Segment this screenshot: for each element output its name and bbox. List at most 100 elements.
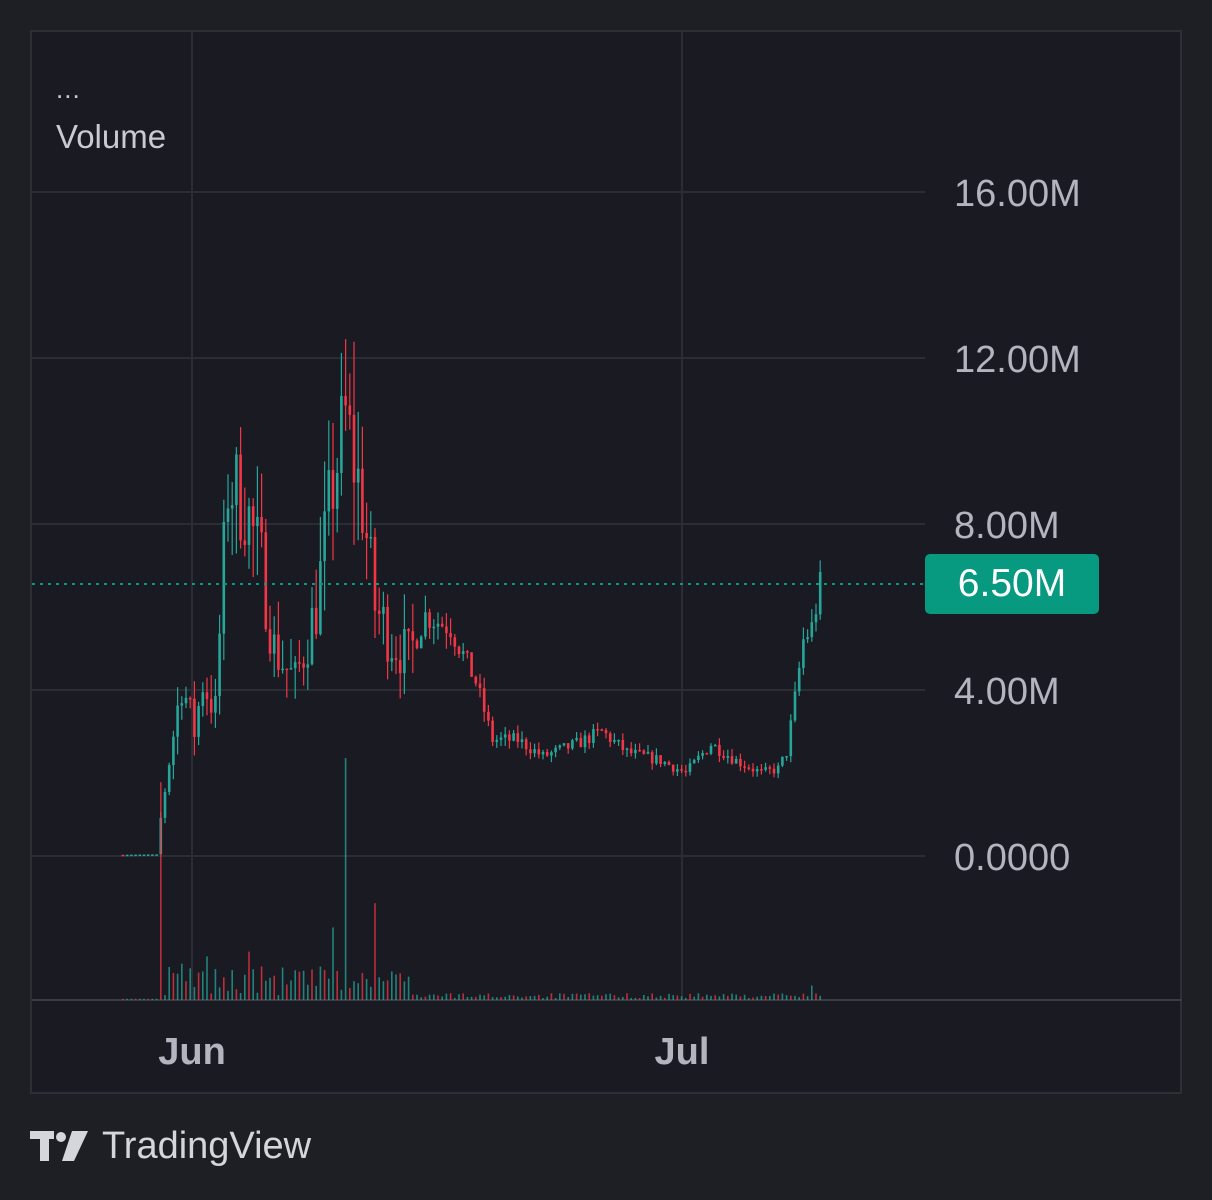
candle-body [289,668,293,670]
volume-bar [567,996,569,1000]
volume-bar [445,993,448,1000]
volume-bar [479,994,481,1000]
volume-bar [265,980,267,1000]
candle-body [520,739,524,742]
candle-body [348,405,352,415]
candle-body [680,769,683,771]
candle-body [285,668,289,671]
volume-bar [773,993,775,1000]
volume-bar [764,996,767,1000]
volume-bar [126,998,128,1000]
volume-bar [134,998,137,1000]
candle-body [781,756,784,766]
candle-body [264,532,268,630]
volume-bar [756,996,758,1000]
volume-bar [689,993,691,1000]
volume-bar [781,993,784,1000]
brand-name: TradingView [102,1124,312,1167]
volume-bar [206,956,208,1000]
volume-bar [462,993,464,1000]
volume-bar [437,995,439,1000]
candle-body [814,614,818,623]
candle-body [667,761,671,765]
volume-bar [311,969,313,1000]
volume-bar [391,971,393,1000]
volume-bar [218,987,221,1000]
candle-body [688,763,692,772]
candle-body [172,736,175,766]
candle-body [671,764,675,772]
candle-body [323,511,326,562]
volume-bar [748,998,750,1000]
volume-bar [424,996,427,1000]
volume-bar [176,973,179,1000]
candle-body [205,692,209,700]
candle-body [247,506,251,545]
volume-bar [647,996,649,1000]
candle-body [230,505,234,509]
candle-body [424,612,427,637]
candle-body [398,660,402,674]
candle-body [188,697,192,700]
brand[interactable]: TradingView [30,1118,311,1174]
volume-bar [529,996,532,1000]
candlestick-chart[interactable]: 0.0000 4.00M 8.00M 12.00M 16.00M Jun Jul [32,32,1182,1094]
volume-bar [298,971,301,1000]
candle-body [571,740,574,749]
candle-body [251,506,255,527]
candle-body [340,396,343,473]
volume-bar [542,998,544,1000]
candle-body [167,765,171,792]
candle-body [802,639,805,668]
candle-body [705,753,709,755]
candle-body [394,658,398,661]
candle-body [184,697,188,704]
volume-bar [281,967,284,1000]
candle-body [818,572,822,615]
chart-panel[interactable]: 0.0000 4.00M 8.00M 12.00M 16.00M Jun Jul ... … [30,30,1182,1094]
volume-bar [592,995,595,1000]
volume-bar [496,997,498,1000]
volume-bar [277,995,280,1000]
candle-body [747,767,751,769]
volume-bar [714,995,716,1000]
candle-body [142,854,146,856]
candle-body [419,636,423,649]
volume-bar [596,995,599,1000]
volume-bar [407,976,410,1000]
volume-bar [193,986,196,1000]
candle-body [730,756,734,764]
candle-body [810,622,814,638]
candle-body [151,854,154,856]
volume-bar [294,970,296,1000]
candle-body [163,791,167,818]
y-tick-label: 0.0000 [954,837,1070,879]
candle-body [222,521,226,634]
candle-body [718,744,721,756]
candle-body [621,739,625,750]
volume-bar [718,996,721,1000]
candle-body [407,628,410,632]
candle-body [755,769,759,772]
volume-bar [139,998,141,1000]
volume-bar [512,995,515,1000]
candle-body [655,755,658,764]
volume-bar [302,970,305,1000]
volume-bar [433,994,435,1000]
candle-body [356,468,360,483]
candle-body [314,607,318,635]
volume-bar [790,995,792,1000]
legend-menu[interactable]: ... [56,74,81,104]
volume-bar [273,975,275,1000]
volume-bar [634,997,637,1000]
volume-bar [420,997,422,1000]
volume-bar [416,994,418,1000]
candle-body [629,748,633,754]
candle-body [516,733,520,742]
candle-body [613,740,616,742]
candle-body [373,537,377,611]
candle-body [415,640,419,649]
volume-bar [819,995,821,1000]
volume-bar [769,995,771,1000]
volume-bar [160,782,162,1000]
